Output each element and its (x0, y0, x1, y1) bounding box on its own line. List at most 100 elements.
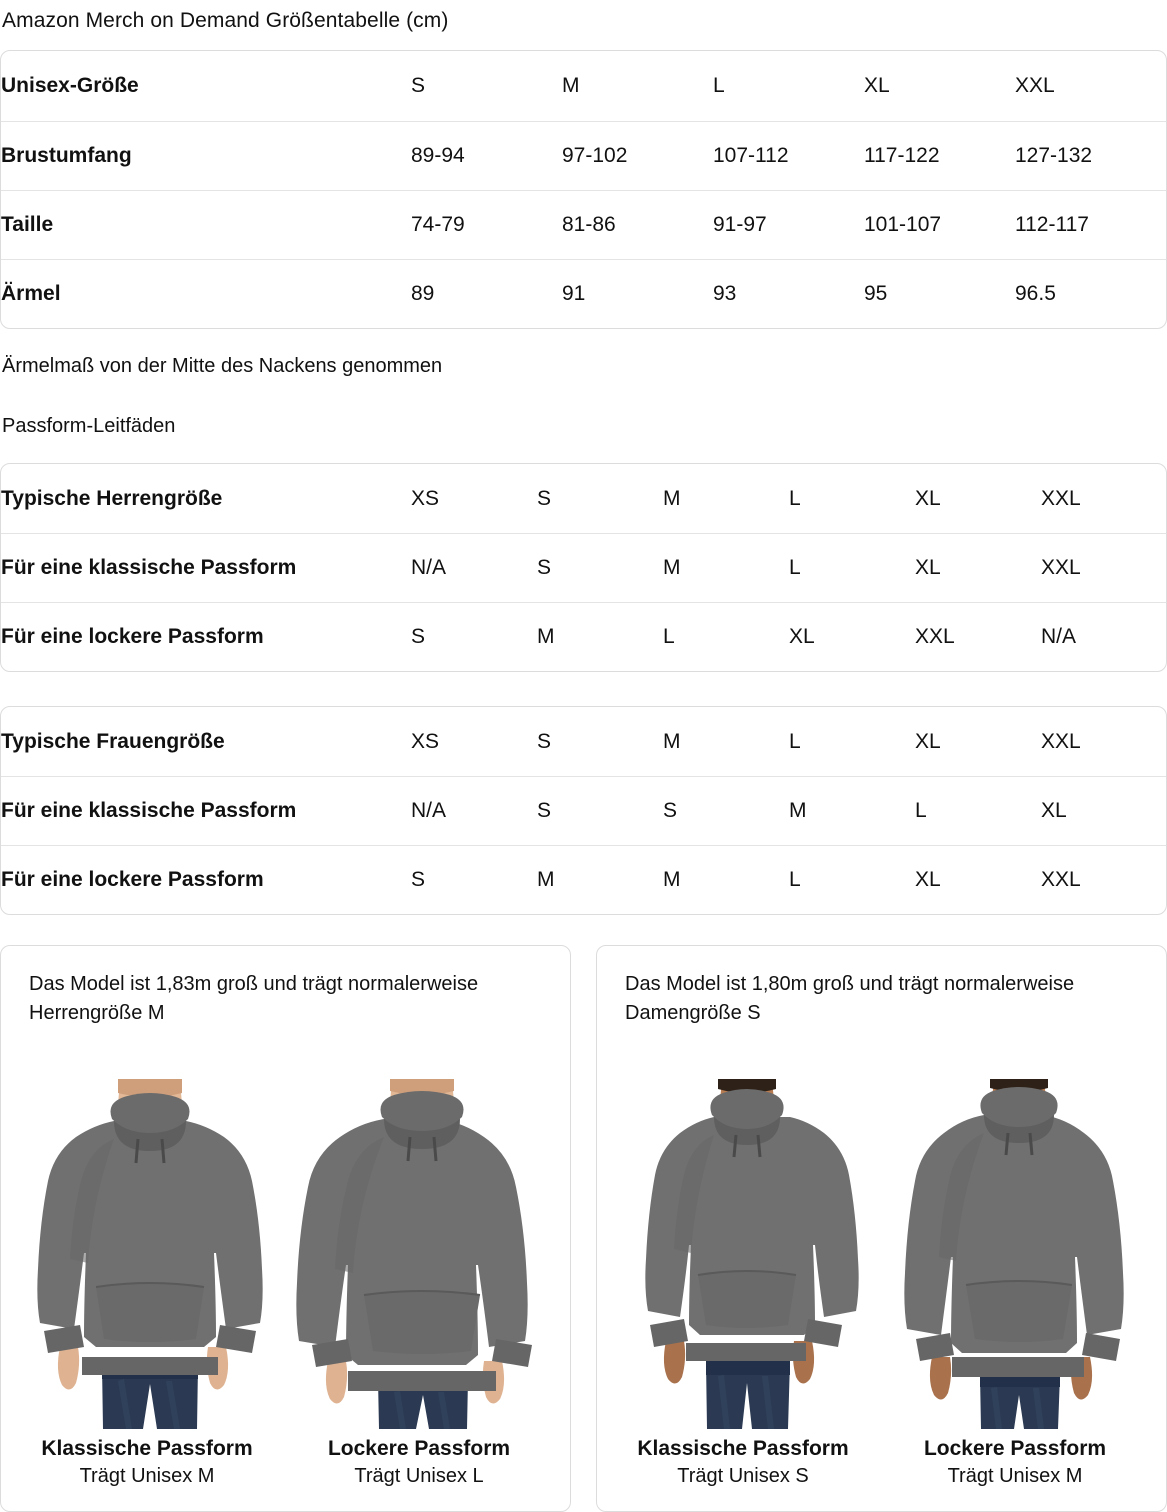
female-classic-fit-size: Trägt Unisex S (677, 1465, 809, 1488)
table-row: Taille 74-79 81-86 91-97 101-107 112-117 (1, 189, 1166, 260)
mens-fit-table-card: Typische Herrengröße XS S M L XL XXL Für… (0, 463, 1167, 673)
womens-header-label: Typische Frauengröße (1, 729, 225, 753)
waist-xxl: 112-117 (1015, 189, 1166, 260)
mens-classic-s: S (537, 532, 663, 603)
sleeve-measure-note: Ärmelmaß von der Mitte des Nackens genom… (2, 355, 443, 378)
waist-m: 81-86 (562, 189, 713, 260)
female-classic-hoodie-photo (610, 1078, 882, 1429)
chest-xl: 117-122 (864, 120, 1015, 191)
mens-header-xl: XL (915, 486, 941, 510)
row-label-sleeve: Ärmel (1, 258, 411, 329)
female-classic-fit-name: Klassische Passform (637, 1436, 849, 1460)
womens-header-l: L (789, 729, 801, 753)
mens-loose-s: M (537, 601, 663, 672)
mens-classic-l: L (789, 532, 915, 603)
unisex-measurement-table: Unisex-Größe S M L XL XXL Brustumfang 89… (1, 51, 1166, 329)
table-row: Ärmel 89 91 93 95 96.5 (1, 258, 1166, 329)
mens-model-figures (1, 1036, 570, 1429)
male-loose-fit-name: Lockere Passform (327, 1436, 511, 1460)
womens-classic-xl: L (915, 775, 1041, 846)
womens-model-card: Das Model ist 1,80m groß und trägt norma… (596, 945, 1167, 1512)
mens-model-captions: Klassische Passform Trägt Unisex M Locke… (1, 1429, 570, 1511)
womens-loose-xl: XL (915, 844, 1041, 915)
womens-loose-label: Für eine lockere Passform (1, 844, 411, 915)
male-classic-fit-name: Klassische Passform (41, 1436, 253, 1460)
womens-classic-xs: N/A (411, 775, 537, 846)
caption-male-loose: Lockere Passform Trägt Unisex L (283, 1435, 555, 1491)
table-header-row: Typische Frauengröße XS S M L XL XXL (1, 707, 1166, 776)
male-classic-hoodie-photo (14, 1078, 286, 1429)
womens-fit-table: Typische Frauengröße XS S M L XL XXL Für… (1, 707, 1166, 915)
caption-female-classic: Klassische Passform Trägt Unisex S (607, 1435, 879, 1491)
sleeve-l: 93 (713, 258, 864, 329)
sleeve-s: 89 (411, 258, 562, 329)
womens-loose-s: M (537, 844, 663, 915)
mens-model-description: Das Model ist 1,83m groß und trägt norma… (29, 973, 479, 1025)
womens-header-m: M (663, 729, 681, 753)
mens-model-card: Das Model ist 1,83m groß und trägt norma… (0, 945, 571, 1512)
male-loose-hoodie-photo (286, 1078, 558, 1429)
womens-classic-l: M (789, 775, 915, 846)
caption-male-classic: Klassische Passform Trägt Unisex M (11, 1435, 283, 1491)
column-header-m: M (562, 74, 580, 97)
table-row: Für eine klassische Passform N/A S M L X… (1, 532, 1166, 603)
womens-header-xl: XL (915, 729, 941, 753)
caption-female-loose: Lockere Passform Trägt Unisex M (879, 1435, 1151, 1491)
table-row: Für eine klassische Passform N/A S S M L… (1, 775, 1166, 846)
page-title: Amazon Merch on Demand Größentabelle (cm… (2, 9, 449, 32)
chest-s: 89-94 (411, 120, 562, 191)
sleeve-xxl: 96.5 (1015, 258, 1166, 329)
mens-header-s: S (537, 486, 552, 510)
womens-loose-xs: S (411, 844, 537, 915)
mens-loose-l: XL (789, 601, 915, 672)
mens-header-l: L (789, 486, 801, 510)
chest-l: 107-112 (713, 120, 864, 191)
womens-loose-xxl: XXL (1041, 844, 1166, 915)
mens-loose-xl: XXL (915, 601, 1041, 672)
table-row: Für eine lockere Passform S M L XL XXL N… (1, 601, 1166, 672)
waist-xl: 101-107 (864, 189, 1015, 260)
womens-loose-l: L (789, 844, 915, 915)
row-label-waist: Taille (1, 189, 411, 260)
column-header-l: L (713, 74, 725, 97)
womens-model-figures (597, 1036, 1166, 1429)
table-row: Brustumfang 89-94 97-102 107-112 117-122… (1, 120, 1166, 191)
womens-model-captions: Klassische Passform Trägt Unisex S Locke… (597, 1429, 1166, 1511)
column-header-s: S (411, 74, 426, 97)
chest-xxl: 127-132 (1015, 120, 1166, 191)
table-row: Für eine lockere Passform S M M L XL XXL (1, 844, 1166, 915)
mens-header-m: M (663, 486, 681, 510)
womens-classic-s: S (537, 775, 663, 846)
womens-classic-label: Für eine klassische Passform (1, 775, 411, 846)
sleeve-m: 91 (562, 258, 713, 329)
mens-classic-m: M (663, 532, 789, 603)
mens-classic-xs: N/A (411, 532, 537, 603)
womens-fit-table-card: Typische Frauengröße XS S M L XL XXL Für… (0, 706, 1167, 916)
womens-header-s: S (537, 729, 552, 753)
mens-classic-label: Für eine klassische Passform (1, 532, 411, 603)
womens-classic-m: S (663, 775, 789, 846)
unisex-measurement-table-card: Unisex-Größe S M L XL XXL Brustumfang 89… (0, 50, 1167, 330)
mens-classic-xl: XL (915, 532, 1041, 603)
mens-loose-xxl: N/A (1041, 601, 1166, 672)
female-loose-fit-size: Trägt Unisex M (947, 1465, 1083, 1488)
female-loose-hoodie-photo (882, 1078, 1154, 1429)
womens-header-xs: XS (411, 729, 440, 753)
womens-loose-m: M (663, 844, 789, 915)
model-cards-row: Das Model ist 1,83m groß und trägt norma… (0, 945, 1167, 1512)
table-header-row: Typische Herrengröße XS S M L XL XXL (1, 464, 1166, 533)
male-classic-fit-size: Trägt Unisex M (79, 1465, 215, 1488)
mens-header-xs: XS (411, 486, 440, 510)
mens-loose-label: Für eine lockere Passform (1, 601, 411, 672)
mens-header-xxl: XXL (1041, 486, 1081, 510)
mens-loose-xs: S (411, 601, 537, 672)
mens-header-label: Typische Herrengröße (1, 486, 223, 510)
table-header-row: Unisex-Größe S M L XL XXL (1, 51, 1166, 121)
row-label-chest: Brustumfang (1, 120, 411, 191)
womens-classic-xxl: XL (1041, 775, 1166, 846)
female-loose-fit-name: Lockere Passform (923, 1436, 1107, 1460)
mens-classic-xxl: XXL (1041, 532, 1166, 603)
column-header-xxl: XXL (1015, 74, 1055, 97)
sleeve-xl: 95 (864, 258, 1015, 329)
